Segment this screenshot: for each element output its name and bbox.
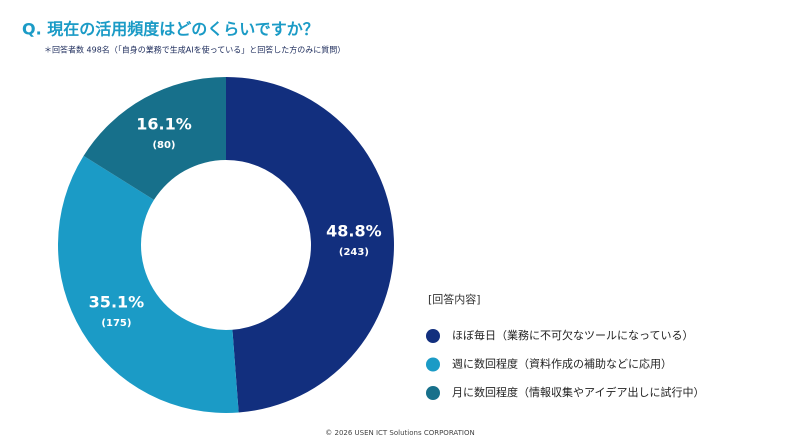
legend-label: ほぼ毎日（業務に不可欠なツールになっている） (452, 328, 693, 342)
chart-title: Q. 現在の活用頻度はどのくらいですか？ (22, 20, 319, 39)
value-label: 48.8% (326, 222, 382, 241)
footer: © 2026 USEN ICT Solutions CORPORATION (325, 429, 474, 437)
count-label: (80) (152, 140, 175, 151)
donut-slice (83, 77, 226, 200)
count-label: (243) (339, 247, 369, 258)
legend-label: 週に数回程度（資料作成の補助などに応用） (452, 357, 672, 371)
chart-subtitle: ＊回答者数 498名（「自身の業務で生成AIを使っている」と回答した方のみに質問… (44, 45, 345, 55)
legend-marker (426, 329, 440, 343)
donut-slice (57, 155, 239, 413)
legend-marker (426, 386, 440, 400)
donut-slice (226, 77, 395, 413)
value-label: 16.1% (136, 115, 192, 134)
count-label: (175) (101, 318, 131, 329)
legend-title: [回答内容] (428, 292, 481, 306)
legend-marker (426, 357, 440, 372)
legend-label: 月に数回程度（情報収集やアイデア出しに試行中） (452, 385, 704, 399)
value-label: 35.1% (89, 293, 145, 312)
